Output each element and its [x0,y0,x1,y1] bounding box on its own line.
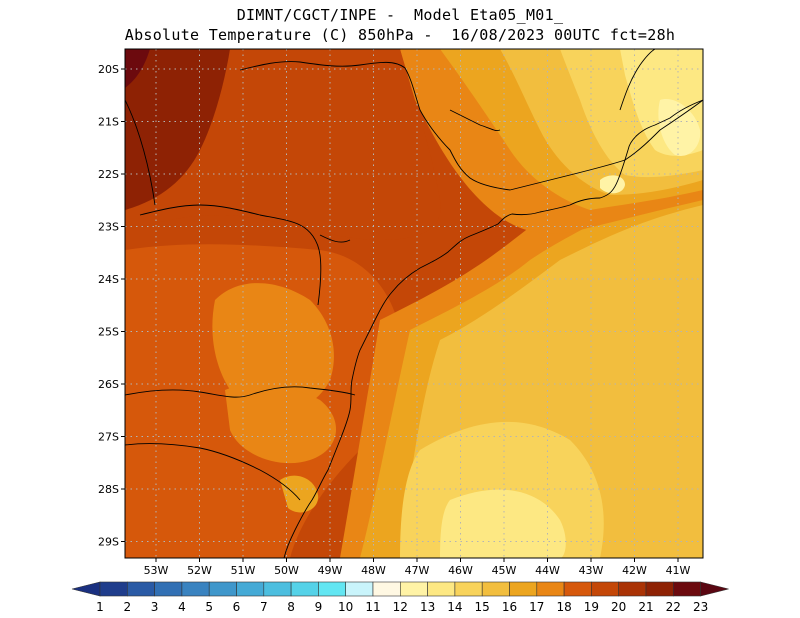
lat-lon-grid [125,49,703,558]
colorbar-label: 3 [151,600,159,614]
lat-tick-label: 20S [98,63,119,76]
longitude-axis: 53W 52W 51W 50W 49W 48W 47W 46W 45W 44W 43W 42W 41W [144,558,691,577]
lon-tick-label: 41W [666,564,691,577]
colorbar-label: 7 [260,600,268,614]
state-border-mg-rj [509,99,703,191]
coastlines-borders [125,49,703,558]
colorbar-label: 15 [475,600,490,614]
colorbar-label: 14 [447,600,462,614]
colorbar-swatch [618,581,647,597]
lon-tick-label: 45W [492,564,517,577]
colorbar-label: 21 [638,600,653,614]
colorbar-swatch [645,581,674,597]
lat-tick-label: 25S [98,326,119,339]
colorbar-label: 8 [287,600,295,614]
temperature-field [125,49,703,558]
colorbar-swatch [263,581,292,597]
colorbar-label: 2 [123,600,131,614]
colorbar-swatch [154,581,183,597]
lon-tick-label: 42W [622,564,647,577]
colorbar-swatch [208,581,237,597]
colorbar-label: 22 [666,600,681,614]
lat-tick-label: 29S [98,536,119,549]
lake-itaipu [319,234,351,243]
field-ocean-13 [440,489,566,558]
colorbar-label: 11 [365,600,380,614]
reservoir-furnas [449,109,501,131]
colorbar-label: 16 [502,600,517,614]
lat-tick-label: 28S [98,483,119,496]
colorbar-swatch [591,581,620,597]
lon-tick-label: 52W [187,564,212,577]
colorbar-label: 5 [205,600,213,614]
colorbar-label: 23 [693,600,708,614]
field-17-patch2 [225,384,337,464]
field-17-patch3 [280,475,319,513]
state-border-sp-mg [239,61,511,191]
field-ne-12 [658,99,701,156]
colorbar-swatch [318,581,346,597]
lon-tick-label: 47W [405,564,430,577]
state-border-rs-sc [125,443,301,501]
lat-tick-label: 23S [98,221,119,234]
colorbar-label: 20 [611,600,626,614]
lat-tick-label: 27S [98,431,119,444]
colorbar-swatch [99,581,128,597]
map-title-line2: Absolute Temperature (C) 850hPa - 16/08/… [124,26,676,44]
colorbar-swatch [563,581,592,597]
colorbar-label: 17 [529,600,544,614]
colorbar-label: 6 [233,600,241,614]
colorbar-label: 19 [584,600,599,614]
colorbar-swatch [372,581,401,597]
colorbar-label: 12 [393,600,408,614]
state-border-sc-pr [125,386,356,398]
river-border-paraguay [125,99,156,206]
colorbar-label: 1 [96,600,104,614]
colorbar-swatch [181,581,210,597]
colorbar: 1 2 3 4 5 6 7 8 9 10 11 12 13 14 15 16 17 18 19 20 21 22 23 [71,581,729,614]
colorbar-swatch [345,581,374,597]
lon-tick-label: 46W [448,564,473,577]
colorbar-label: 18 [556,600,571,614]
state-border-mg-es [619,49,656,111]
field-nw-22 [125,49,230,210]
lat-tick-label: 26S [98,378,119,391]
colorbar-label: 4 [178,600,186,614]
colorbar-label: 10 [338,600,353,614]
colorbar-arrow-left [71,581,101,597]
colorbar-swatch [672,581,701,597]
lat-tick-label: 24S [98,273,119,286]
lat-tick-label: 21S [98,116,119,129]
colorbar-swatch [290,581,319,597]
colorbar-label: 13 [420,600,435,614]
coastline [283,99,703,558]
state-border-pr-sp [139,204,322,306]
colorbar-swatch [536,581,565,597]
colorbar-swatch [509,581,538,597]
field-17-inland [212,283,334,414]
colorbar-swatch [399,581,428,597]
lat-tick-label: 22S [98,168,119,181]
colorbar-swatch [427,581,456,597]
map-title-line1: DIMNT/CGCT/INPE - Model Eta05_M01_ [236,6,564,24]
lon-tick-label: 48W [361,564,386,577]
colorbar-swatch [236,581,265,597]
colorbar-arrow-right [700,581,729,597]
field-ne-spot [600,175,625,194]
lon-tick-label: 43W [579,564,604,577]
colorbar-swatch [127,581,155,597]
colorbar-label: 9 [315,600,323,614]
lon-tick-label: 49W [318,564,343,577]
colorbar-swatch [481,581,510,597]
colorbar-swatch [454,581,483,597]
lon-tick-label: 50W [274,564,299,577]
lon-tick-label: 53W [144,564,169,577]
latitude-axis: 20S 21S 22S 23S 24S 25S 26S 27S 28S 29S [98,63,125,549]
lon-tick-label: 51W [231,564,256,577]
plot-frame [124,48,704,559]
lon-tick-label: 44W [535,564,560,577]
